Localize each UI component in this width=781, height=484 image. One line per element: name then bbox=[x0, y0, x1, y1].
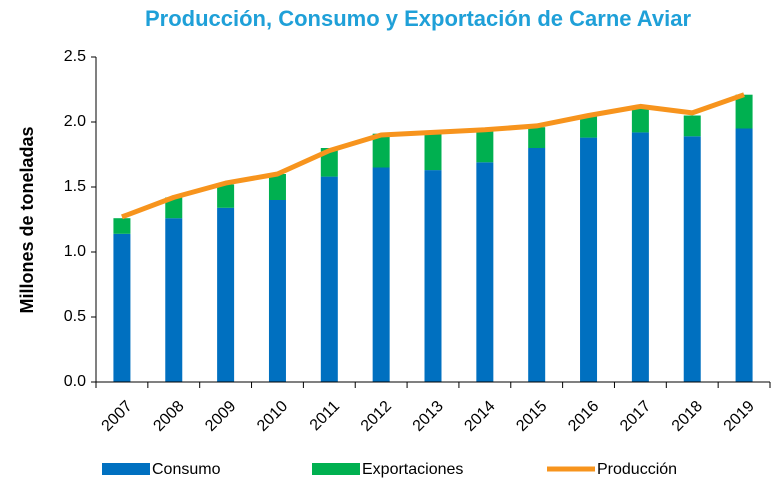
bar bbox=[268, 174, 286, 200]
bar bbox=[372, 167, 390, 382]
x-tick-label: 2017 bbox=[617, 398, 654, 435]
y-tick-label: 1.5 bbox=[64, 178, 86, 195]
y-tick-label: 0.5 bbox=[64, 308, 86, 325]
bar bbox=[528, 148, 546, 382]
y-tick-label: 0.0 bbox=[64, 373, 86, 390]
x-tick-label: 2019 bbox=[721, 398, 758, 435]
bar bbox=[268, 200, 286, 382]
y-tick-label: 2.0 bbox=[64, 113, 86, 130]
bar bbox=[424, 170, 442, 382]
bar bbox=[735, 128, 753, 382]
x-tick-label: 2010 bbox=[254, 398, 291, 435]
bar bbox=[113, 218, 131, 234]
legend-swatch bbox=[312, 463, 360, 475]
x-tick-label: 2009 bbox=[202, 398, 239, 435]
x-tick-label: 2016 bbox=[565, 398, 602, 435]
legend-swatch bbox=[102, 463, 150, 475]
chart-title: Producción, Consumo y Exportación de Car… bbox=[145, 6, 691, 31]
y-axis-label: Millones de toneladas bbox=[17, 126, 37, 313]
bar bbox=[683, 115, 701, 137]
bar bbox=[165, 197, 183, 219]
legend-label: Consumo bbox=[152, 461, 221, 478]
x-tick-label: 2012 bbox=[358, 398, 395, 435]
bar bbox=[165, 218, 183, 382]
x-tick-label: 2018 bbox=[669, 398, 706, 435]
bar bbox=[320, 176, 338, 382]
bar bbox=[372, 133, 390, 168]
bar bbox=[528, 127, 546, 148]
x-tick-label: 2007 bbox=[99, 398, 136, 435]
bar bbox=[424, 133, 442, 171]
bar bbox=[476, 162, 494, 382]
y-tick-label: 1.0 bbox=[64, 243, 86, 260]
x-tick-label: 2011 bbox=[307, 398, 343, 434]
bar bbox=[631, 107, 649, 133]
bar bbox=[217, 184, 235, 208]
bar bbox=[217, 207, 235, 382]
x-tick-label: 2013 bbox=[410, 398, 447, 435]
bar bbox=[735, 94, 753, 129]
bar bbox=[580, 137, 598, 382]
x-tick-label: 2008 bbox=[150, 398, 187, 435]
legend-label: Producción bbox=[597, 461, 677, 478]
x-tick-label: 2014 bbox=[461, 398, 498, 435]
y-tick-label: 2.5 bbox=[64, 48, 86, 65]
x-tick-label: 2015 bbox=[513, 398, 550, 435]
bar bbox=[631, 132, 649, 382]
bar bbox=[113, 233, 131, 382]
bar bbox=[476, 131, 494, 163]
bar bbox=[580, 115, 598, 138]
line bbox=[121, 92, 745, 220]
legend-label: Exportaciones bbox=[362, 461, 463, 478]
bar bbox=[683, 136, 701, 382]
